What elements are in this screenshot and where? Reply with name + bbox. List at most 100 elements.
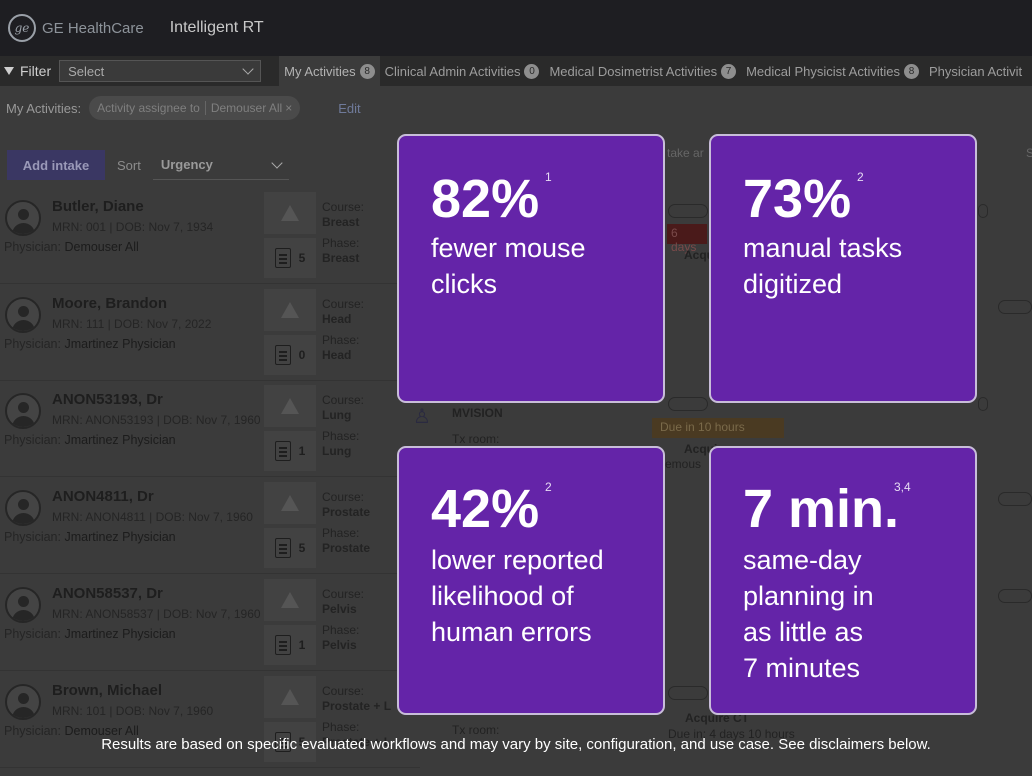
stat-card-mouse-clicks: 82% 1 fewer mouse clicks xyxy=(397,134,665,403)
column-header-fragment: S xyxy=(1026,146,1032,160)
avatar-icon xyxy=(5,587,41,623)
tab-clinical-admin[interactable]: Clinical Admin Activities 0 xyxy=(380,56,545,86)
task-pill xyxy=(668,204,708,218)
notes-button[interactable]: 5 xyxy=(264,238,316,278)
course-info: Course: Prostate xyxy=(322,490,370,520)
sort-select[interactable]: Urgency xyxy=(152,150,289,180)
stat-description: fewer mouse clicks xyxy=(431,230,586,302)
course-value: Pelvis xyxy=(322,602,357,616)
notes-button[interactable]: 5 xyxy=(264,722,316,762)
physician-value: Jmartinez Physician xyxy=(64,337,176,351)
course-info: Course: Breast xyxy=(322,200,364,230)
course-label: Course: xyxy=(322,393,365,407)
alert-indicator[interactable] xyxy=(264,192,316,234)
stat-description: lower reported likelihood of human error… xyxy=(431,542,604,650)
document-icon xyxy=(274,441,291,461)
tab-count-badge: 0 xyxy=(524,63,540,79)
course-value: Head xyxy=(322,312,352,326)
tx-room-label: Tx room: xyxy=(452,432,500,446)
tab-medical-dosimetrist[interactable]: Medical Dosimetrist Activities 7 xyxy=(544,56,741,86)
close-icon[interactable]: × xyxy=(285,101,293,115)
alert-indicator[interactable] xyxy=(264,676,316,718)
stat-line: fewer mouse xyxy=(431,233,586,263)
warning-icon xyxy=(281,205,299,221)
intake-column-header: take ar xyxy=(667,146,704,160)
add-intake-button[interactable]: Add intake xyxy=(7,150,105,180)
tab-physician[interactable]: Physician Activit xyxy=(924,56,1027,86)
patient-row[interactable]: ANON58537, Dr MRN: ANON58537 | DOB: Nov … xyxy=(0,579,420,671)
app-title: Intelligent RT xyxy=(169,19,264,36)
stat-value: 42% xyxy=(431,479,540,539)
physician-value: Demouser All xyxy=(64,724,139,738)
logo-text: GE HealthCare xyxy=(42,19,144,37)
edit-filter-link[interactable]: Edit xyxy=(338,100,361,116)
patient-name: ANON4811, Dr xyxy=(52,488,154,505)
chip-divider xyxy=(204,101,206,115)
notes-count: 0 xyxy=(298,348,306,362)
assignee-filter-chip[interactable]: Activity assignee to Demouser All × xyxy=(89,96,301,120)
filter-button[interactable]: Filter xyxy=(4,63,51,79)
phase-label: Phase: xyxy=(322,720,360,734)
notes-button[interactable]: 0 xyxy=(264,335,316,375)
stat-card-planning-time: 7 min. 3,4 same-day planning in as littl… xyxy=(709,446,977,715)
my-activities-filter-row: My Activities: Activity assignee to Demo… xyxy=(0,86,1032,130)
patient-mrn: MRN: 101 | DOB: Nov 7, 1960 xyxy=(52,704,214,718)
notes-button[interactable]: 1 xyxy=(264,431,316,471)
physician-value: Jmartinez Physician xyxy=(64,627,176,641)
alert-indicator[interactable] xyxy=(264,482,316,524)
physician-label: Physician: xyxy=(4,724,61,738)
alert-indicator[interactable] xyxy=(264,289,316,331)
patient-row[interactable]: ANON4811, Dr MRN: ANON4811 | DOB: Nov 7,… xyxy=(0,482,420,574)
patient-mrn: MRN: 111 | DOB: Nov 7, 2022 xyxy=(52,317,212,331)
alert-indicator[interactable] xyxy=(264,385,316,427)
warning-icon xyxy=(281,302,299,318)
patient-physician: Physician: Jmartinez Physician xyxy=(4,627,176,641)
patient-row[interactable]: Butler, Diane MRN: 001 | DOB: Nov 7, 193… xyxy=(0,192,420,284)
phase-value: Lung xyxy=(322,444,352,458)
tab-label: Medical Dosimetrist Activities xyxy=(549,63,718,79)
task-name: Acqu xyxy=(684,248,714,262)
stat-line: as little as xyxy=(743,617,864,647)
stat-footnote: 1 xyxy=(545,170,552,184)
filter-select-value: Select xyxy=(68,63,105,79)
patient-row[interactable]: ANON53193, Dr MRN: ANON53193 | DOB: Nov … xyxy=(0,385,420,477)
tab-count-badge: 7 xyxy=(721,63,737,79)
sort-label: Sort xyxy=(117,157,141,173)
stat-card-human-errors: 42% 2 lower reported likelihood of human… xyxy=(397,446,665,715)
chip-key: Activity assignee to xyxy=(97,101,200,115)
patient-mrn: MRN: ANON58537 | DOB: Nov 7, 1960 xyxy=(52,607,261,621)
patient-row[interactable]: Moore, Brandon MRN: 111 | DOB: Nov 7, 20… xyxy=(0,289,420,381)
notes-button[interactable]: 1 xyxy=(264,625,316,665)
patient-row[interactable]: Brown, Michael MRN: 101 | DOB: Nov 7, 19… xyxy=(0,676,420,768)
physician-value: Jmartinez Physician xyxy=(64,433,176,447)
patient-name: Brown, Michael xyxy=(52,682,163,699)
course-info: Course: Lung xyxy=(322,393,364,423)
tab-my-activities[interactable]: My Activities 8 xyxy=(279,56,380,86)
filter-select[interactable]: Select xyxy=(59,60,262,82)
document-icon xyxy=(274,248,291,268)
phase-label: Phase: xyxy=(322,623,360,637)
stat-value: 82% xyxy=(431,169,540,229)
stat-line: same-day xyxy=(743,545,862,575)
document-icon xyxy=(274,732,291,752)
due-badge: Due in 10 hours xyxy=(652,418,784,438)
ge-healthcare-logo[interactable]: ge GE HealthCare xyxy=(8,14,144,42)
patient-physician: Physician: Demouser All xyxy=(4,240,139,254)
notes-count: 1 xyxy=(298,638,306,652)
patient-mrn: MRN: ANON4811 | DOB: Nov 7, 1960 xyxy=(52,510,253,524)
course-label: Course: xyxy=(322,684,365,698)
course-info: Course: Prostate + L xyxy=(322,684,391,714)
notes-count: 5 xyxy=(298,541,306,555)
tab-medical-physicist[interactable]: Medical Physicist Activities 8 xyxy=(741,56,924,86)
patient-physician: Physician: Jmartinez Physician xyxy=(4,433,176,447)
stat-description: same-day planning in as little as 7 minu… xyxy=(743,542,874,686)
alert-indicator[interactable] xyxy=(264,579,316,621)
notes-button[interactable]: 5 xyxy=(264,528,316,568)
warning-icon xyxy=(281,689,299,705)
overdue-badge: 6 days xyxy=(667,224,707,254)
task-pill xyxy=(668,397,708,411)
stat-line: human errors xyxy=(431,617,592,647)
phase-value: Prostate xyxy=(322,541,371,555)
notes-count: 5 xyxy=(298,251,306,265)
document-icon xyxy=(274,345,291,365)
